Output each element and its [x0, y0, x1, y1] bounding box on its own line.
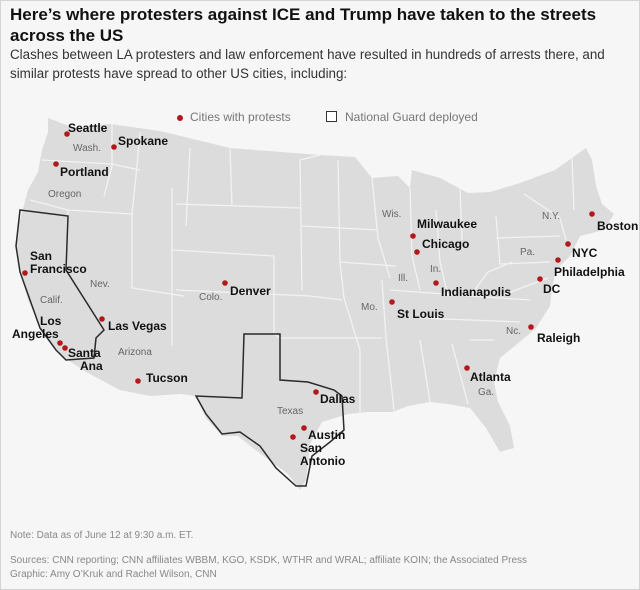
- sources-line: Sources: CNN reporting; CNN affiliates W…: [10, 555, 528, 566]
- legend-cities-label: Cities with protests: [190, 110, 291, 124]
- city-dot-san-antonio: [290, 434, 296, 440]
- city-label-st-louis: St Louis: [397, 307, 445, 321]
- texas-guard-outline: [194, 333, 345, 487]
- state-label-wis: Wis.: [382, 209, 401, 220]
- state-label-calif: Calif.: [40, 295, 63, 306]
- city-dot-nyc: [565, 241, 571, 247]
- state-label-pa: Pa.: [520, 247, 535, 258]
- city-label-dc: DC: [543, 282, 561, 296]
- state-label-ill: Ill.: [398, 273, 408, 284]
- guard-box-legend-icon: [326, 111, 337, 122]
- state-label-ny: N.Y.: [542, 211, 560, 222]
- city-dot-austin: [301, 425, 307, 431]
- city-dot-seattle: [64, 131, 70, 137]
- state-labels: Wash. Oregon Calif. Nev. Arizona Colo. T…: [40, 143, 560, 417]
- city-label-indianapolis: Indianapolis: [441, 285, 511, 299]
- city-dot-los-angeles: [57, 340, 63, 346]
- city-dot-tucson: [135, 378, 141, 384]
- state-label-ga: Ga.: [478, 387, 494, 398]
- state-label-arizona: Arizona: [118, 347, 152, 358]
- city-label-austin: Austin: [308, 428, 345, 442]
- state-label-nev: Nev.: [90, 279, 110, 290]
- credit-line: Graphic: Amy O’Kruk and Rachel Wilson, C…: [10, 569, 217, 580]
- city-label-san-antonio: San Antonio: [300, 441, 345, 468]
- city-dot-dallas: [313, 389, 319, 395]
- state-label-oregon: Oregon: [48, 189, 81, 200]
- city-dot-dc: [537, 276, 543, 282]
- city-dot-legend-icon: [177, 115, 183, 121]
- city-label-milwaukee: Milwaukee: [417, 217, 477, 231]
- city-dot-boston: [589, 211, 595, 217]
- city-dot-milwaukee: [410, 233, 416, 239]
- city-labels: Seattle Spokane Portland San Francisco Lo…: [12, 121, 638, 468]
- state-label-in: In.: [430, 264, 441, 275]
- legend-guard: National Guard deployed: [326, 110, 478, 128]
- subhead: Clashes between LA protesters and law en…: [10, 47, 605, 81]
- city-label-raleigh: Raleigh: [537, 331, 580, 345]
- city-dot-spokane: [111, 144, 117, 150]
- city-markers: [22, 131, 595, 440]
- state-label-colo: Colo.: [199, 292, 222, 303]
- city-label-atlanta: Atlanta: [470, 370, 511, 384]
- city-dot-raleigh: [528, 324, 534, 330]
- city-label-nyc: NYC: [572, 246, 598, 260]
- city-dot-indianapolis: [433, 280, 439, 286]
- city-label-santa-ana: Santa Ana: [68, 346, 103, 373]
- city-label-chicago: Chicago: [422, 237, 469, 251]
- city-dot-atlanta: [464, 365, 470, 371]
- sources-block: Sources: CNN reporting; CNN affiliates W…: [10, 554, 527, 582]
- city-label-san-francisco: San Francisco: [30, 249, 87, 276]
- state-label-wash: Wash.: [73, 143, 101, 154]
- legend-cities: Cities with protests: [177, 110, 291, 128]
- city-label-las-vegas: Las Vegas: [108, 319, 167, 333]
- city-dot-philadelphia: [555, 257, 561, 263]
- city-label-spokane: Spokane: [118, 134, 168, 148]
- map-land: [15, 118, 614, 490]
- city-dot-denver: [222, 280, 228, 286]
- headline: Here’s where protesters against ICE and …: [10, 5, 597, 45]
- state-label-nc: Nc.: [506, 326, 521, 337]
- city-dot-las-vegas: [99, 316, 105, 322]
- city-dot-santa-ana: [62, 345, 68, 351]
- city-dot-portland: [53, 161, 59, 167]
- us-map: Wash. Oregon Calif. Nev. Arizona Colo. T…: [12, 118, 638, 490]
- city-dot-chicago: [414, 249, 420, 255]
- california-guard-outline: [15, 209, 105, 361]
- state-lines: [29, 124, 575, 412]
- legend-guard-label: National Guard deployed: [345, 110, 478, 124]
- city-dot-san-francisco: [22, 270, 28, 276]
- state-label-texas: Texas: [277, 406, 303, 417]
- city-label-los-angeles: Los Angeles: [12, 314, 62, 341]
- city-dot-st-louis: [389, 299, 395, 305]
- footnote: Note: Data as of June 12 at 9:30 a.m. ET…: [10, 530, 194, 541]
- city-label-seattle: Seattle: [68, 121, 108, 135]
- city-label-portland: Portland: [60, 165, 109, 179]
- state-label-mo: Mo.: [361, 302, 378, 313]
- city-label-philadelphia: Philadelphia: [554, 265, 625, 279]
- city-label-tucson: Tucson: [146, 371, 188, 385]
- city-label-boston: Boston: [597, 219, 638, 233]
- city-label-dallas: Dallas: [320, 392, 356, 406]
- us-landmass: [16, 118, 614, 490]
- city-label-denver: Denver: [230, 284, 271, 298]
